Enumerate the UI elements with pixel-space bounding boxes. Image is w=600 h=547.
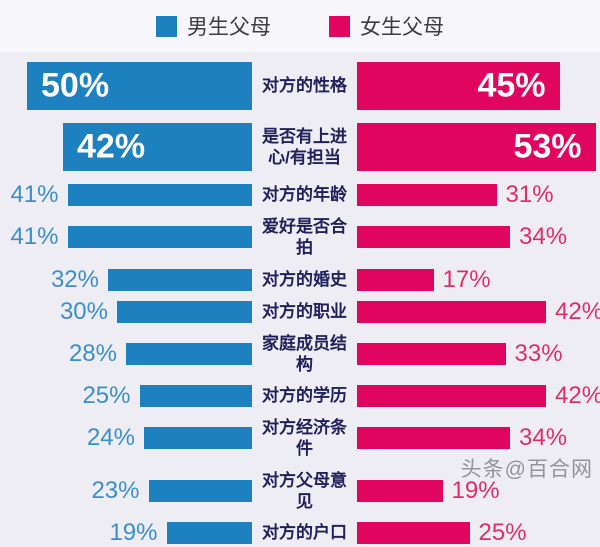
right-cell: 34% bbox=[357, 223, 600, 250]
left-cell: 41% bbox=[0, 223, 252, 250]
left-cell: 19% bbox=[0, 519, 252, 546]
left-value: 19% bbox=[109, 519, 158, 546]
watermark: 头条@百合网 bbox=[460, 458, 593, 481]
right-cell: 19% bbox=[357, 477, 600, 504]
legend-item-boys-parents: 男生父母 bbox=[156, 11, 271, 41]
chart-row: 30% 对方的职业 42% bbox=[0, 298, 600, 325]
left-value: 28% bbox=[68, 339, 117, 367]
right-value: 33% bbox=[514, 339, 563, 367]
right-bar: 42% bbox=[357, 382, 600, 409]
right-value: 34% bbox=[519, 424, 568, 452]
legend: 男生父母 女生父母 bbox=[0, 0, 600, 52]
left-value: 50% bbox=[41, 66, 110, 105]
chart-row: 24% 对方经济条件 34% bbox=[0, 417, 600, 460]
right-bar: 25% bbox=[357, 519, 527, 546]
left-cell: 50% bbox=[0, 62, 252, 110]
right-bar: 17% bbox=[357, 266, 491, 293]
chart-row: 19% 对方的户口 25% bbox=[0, 519, 600, 546]
left-bar: 41% bbox=[10, 181, 252, 208]
left-cell: 23% bbox=[0, 477, 252, 504]
right-cell: 33% bbox=[357, 340, 600, 367]
right-cell: 42% bbox=[357, 382, 600, 409]
right-bar: 45% bbox=[357, 62, 560, 110]
right-bar: 34% bbox=[357, 223, 567, 250]
right-value: 42% bbox=[555, 297, 600, 325]
chart-row: 42% 是否有上进心/有担当 53% bbox=[0, 123, 600, 171]
legend-item-girls-parents: 女生父母 bbox=[329, 11, 444, 41]
left-value: 23% bbox=[91, 476, 140, 504]
category-label: 对方的性格 bbox=[262, 76, 347, 96]
category-label: 家庭成员结构 bbox=[262, 333, 347, 374]
left-bar: 41% bbox=[10, 223, 252, 250]
left-bar: 23% bbox=[91, 477, 252, 504]
right-value: 42% bbox=[555, 382, 600, 409]
legend-label-girls-parents: 女生父母 bbox=[360, 16, 444, 39]
left-value: 41% bbox=[10, 181, 59, 208]
category-label: 对方经济条件 bbox=[262, 418, 347, 459]
left-bar: 50% bbox=[27, 62, 252, 110]
right-value: 25% bbox=[478, 519, 527, 546]
left-cell: 25% bbox=[0, 382, 252, 409]
category-label: 对方的户口 bbox=[262, 523, 347, 543]
right-bar: 53% bbox=[357, 123, 596, 171]
left-cell: 41% bbox=[0, 181, 252, 208]
legend-label-boys-parents: 男生父母 bbox=[187, 16, 271, 39]
left-value: 24% bbox=[86, 424, 135, 452]
left-value: 25% bbox=[82, 382, 131, 409]
right-cell: 25% bbox=[357, 519, 600, 546]
right-cell: 45% bbox=[357, 62, 600, 110]
right-value: 45% bbox=[477, 66, 546, 105]
category-label: 对方的年龄 bbox=[262, 185, 347, 205]
chart-row: 28% 家庭成员结构 33% bbox=[0, 333, 600, 376]
chart-row: 25% 对方的学历 42% bbox=[0, 382, 600, 409]
right-bar: 33% bbox=[357, 340, 563, 367]
left-value: 32% bbox=[50, 265, 99, 293]
left-cell: 28% bbox=[0, 340, 252, 367]
left-bar: 42% bbox=[63, 123, 252, 171]
left-bar: 24% bbox=[87, 424, 252, 451]
right-bar: 19% bbox=[357, 477, 500, 504]
right-cell: 34% bbox=[357, 424, 600, 451]
right-value: 34% bbox=[519, 223, 568, 251]
category-label: 对方父母意见 bbox=[262, 470, 347, 511]
left-value: 41% bbox=[10, 223, 59, 251]
right-cell: 53% bbox=[357, 123, 600, 171]
left-cell: 24% bbox=[0, 424, 252, 451]
category-label: 爱好是否合拍 bbox=[262, 217, 347, 258]
category-label: 对方的学历 bbox=[262, 386, 347, 406]
chart-row: 50% 对方的性格 45% bbox=[0, 62, 600, 110]
right-value: 17% bbox=[442, 265, 491, 293]
left-cell: 30% bbox=[0, 298, 252, 325]
category-label: 是否有上进心/有担当 bbox=[262, 126, 347, 167]
right-value: 31% bbox=[505, 181, 554, 208]
right-value: 53% bbox=[513, 127, 582, 166]
left-bar: 28% bbox=[69, 340, 252, 367]
right-cell: 31% bbox=[357, 181, 600, 208]
left-cell: 32% bbox=[0, 266, 252, 293]
chart-row: 32% 对方的婚史 17% bbox=[0, 266, 600, 293]
right-bar: 34% bbox=[357, 424, 567, 451]
right-bar: 31% bbox=[357, 181, 554, 208]
category-label: 对方的婚史 bbox=[262, 269, 347, 289]
category-label: 对方的职业 bbox=[262, 301, 347, 321]
chart-row: 41% 对方的年龄 31% bbox=[0, 181, 600, 208]
left-value: 30% bbox=[59, 297, 108, 325]
left-bar: 30% bbox=[60, 298, 252, 325]
right-bar: 42% bbox=[357, 298, 600, 325]
left-cell: 42% bbox=[0, 123, 252, 171]
left-bar: 25% bbox=[82, 382, 252, 409]
chart-row: 41% 爱好是否合拍 34% bbox=[0, 216, 600, 259]
right-cell: 42% bbox=[357, 298, 600, 325]
left-value: 42% bbox=[77, 127, 146, 166]
left-bar: 32% bbox=[51, 266, 252, 293]
legend-swatch-pink-icon bbox=[329, 15, 350, 37]
left-bar: 19% bbox=[109, 519, 252, 546]
legend-swatch-blue-icon bbox=[156, 15, 177, 37]
right-cell: 17% bbox=[357, 266, 600, 293]
